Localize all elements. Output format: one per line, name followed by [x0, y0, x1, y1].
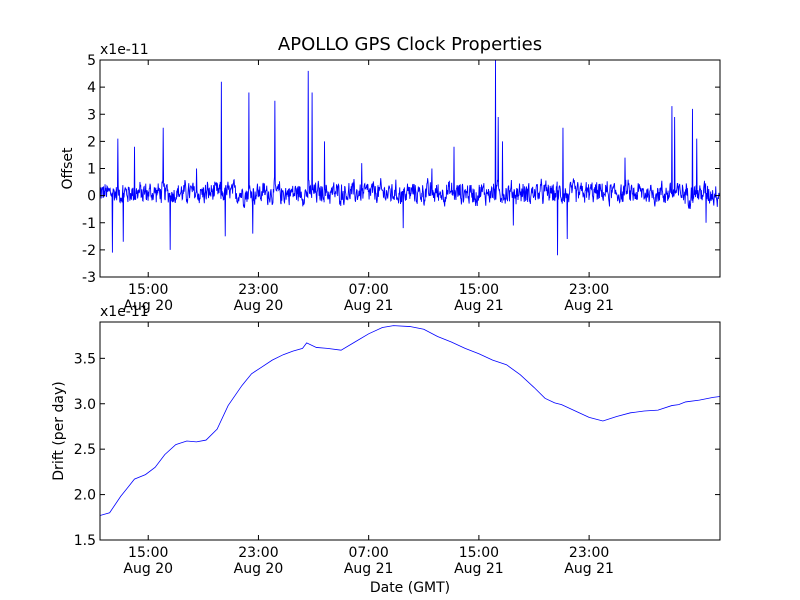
y-tick-label: 2.0 [74, 488, 96, 504]
x-tick-label-time: 23:00 [238, 282, 278, 298]
y-tick-label: 4 [87, 80, 96, 96]
x-tick-label-time: 15:00 [459, 545, 499, 561]
x-tick-label-time: 15:00 [128, 282, 168, 298]
figure-title: APOLLO GPS Clock Properties [278, 34, 542, 55]
x-tick-label-date: Aug 21 [564, 298, 614, 314]
series-line [100, 325, 720, 516]
x-tick-label-time: 07:00 [348, 282, 388, 298]
x-tick-label-date: Aug 21 [454, 561, 504, 577]
x-tick-label-time: 23:00 [569, 282, 609, 298]
series-line [100, 60, 720, 256]
y-tick-label: 3.5 [74, 351, 96, 367]
y-axis-label: Drift (per day) [51, 381, 67, 480]
x-tick-label-date: Aug 20 [234, 561, 284, 577]
x-tick-label-date: Aug 21 [344, 561, 394, 577]
y-tick-label: 5 [87, 53, 96, 69]
y-tick-label: 3.0 [74, 397, 96, 413]
y-tick-label: 1.5 [74, 533, 96, 549]
x-axis-label: Date (GMT) [370, 580, 450, 596]
x-tick-label-date: Aug 21 [564, 561, 614, 577]
axis-scale-label: x1e-11 [100, 42, 149, 58]
y-axis-label: Offset [60, 147, 76, 190]
axis-scale-label: x1e-11 [100, 304, 149, 320]
x-tick-label-time: 23:00 [238, 545, 278, 561]
x-tick-label-date: Aug 20 [123, 298, 173, 314]
y-tick-label: 2.5 [74, 442, 96, 458]
y-tick-label: -1 [82, 216, 96, 232]
x-tick-label-date: Aug 20 [234, 298, 284, 314]
x-tick-label-time: 07:00 [348, 545, 388, 561]
x-tick-label-time: 15:00 [128, 545, 168, 561]
y-tick-label: -3 [82, 270, 96, 286]
y-tick-label: 0 [87, 189, 96, 205]
x-tick-label-time: 15:00 [459, 282, 499, 298]
y-tick-label: 3 [87, 107, 96, 123]
plot-frame [99, 59, 721, 278]
y-tick-label: 1 [87, 162, 96, 178]
plot-frame [99, 321, 721, 541]
y-tick-label: 2 [87, 134, 96, 150]
y-tick-label: -2 [82, 243, 96, 259]
x-tick-label-date: Aug 20 [123, 561, 173, 577]
x-tick-label-date: Aug 21 [344, 298, 394, 314]
x-tick-label-date: Aug 21 [454, 298, 504, 314]
x-tick-label-time: 23:00 [569, 545, 609, 561]
